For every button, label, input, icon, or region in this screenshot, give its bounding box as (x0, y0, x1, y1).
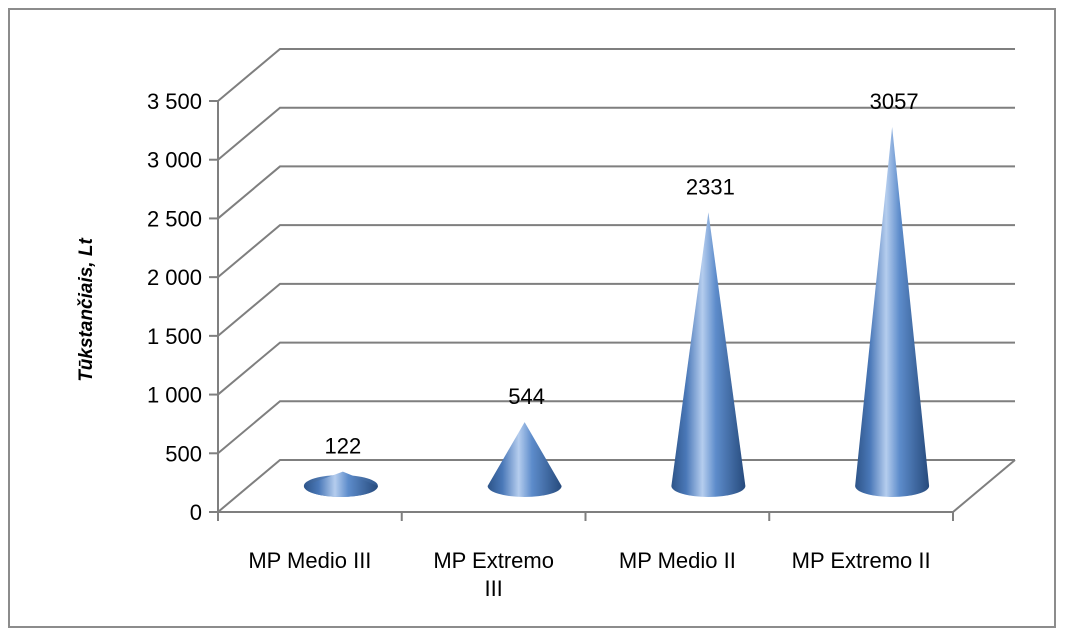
gridline (217, 400, 1015, 455)
y-tick-label: 0 (190, 500, 202, 525)
gridline (217, 165, 1015, 220)
cone-bar (303, 471, 378, 498)
x-category-label: MP Extremo (433, 548, 554, 573)
x-category-label: III (484, 576, 502, 601)
y-tick-label: 3 000 (147, 148, 202, 173)
gridline (217, 282, 1015, 337)
x-category-label: MP Medio II (619, 548, 736, 573)
x-category-label: MP Medio III (248, 548, 371, 573)
gridline (217, 48, 1015, 102)
data-label: 122 (325, 434, 362, 459)
y-tick-label: 2 000 (147, 265, 202, 290)
cone-bar (855, 127, 930, 498)
cones (303, 127, 930, 498)
data-label: 3057 (870, 89, 919, 114)
x-category-label: MP Extremo II (792, 548, 931, 573)
data-label: 544 (508, 384, 545, 409)
gridline (217, 341, 1015, 396)
gridline (217, 459, 1015, 513)
y-tick-label: 3 500 (147, 89, 202, 114)
cone-bar (671, 212, 746, 498)
gridline (217, 106, 1015, 161)
y-tick-label: 1 500 (147, 324, 202, 349)
y-tick-label: 2 500 (147, 206, 202, 231)
labels: 0 500 1 000 1 500 2 000 2 500 3 000 3 500 122 MP … (147, 89, 931, 601)
y-tick-label: 1 000 (147, 383, 202, 408)
data-label: 2331 (686, 174, 735, 199)
y-axis-title: Tūkstančiais, Lt (76, 238, 97, 382)
axes (209, 100, 1016, 521)
y-tick-label: 500 (165, 441, 202, 466)
cone-bar (487, 422, 562, 498)
gridlines (217, 48, 1015, 513)
gridline (217, 224, 1015, 278)
